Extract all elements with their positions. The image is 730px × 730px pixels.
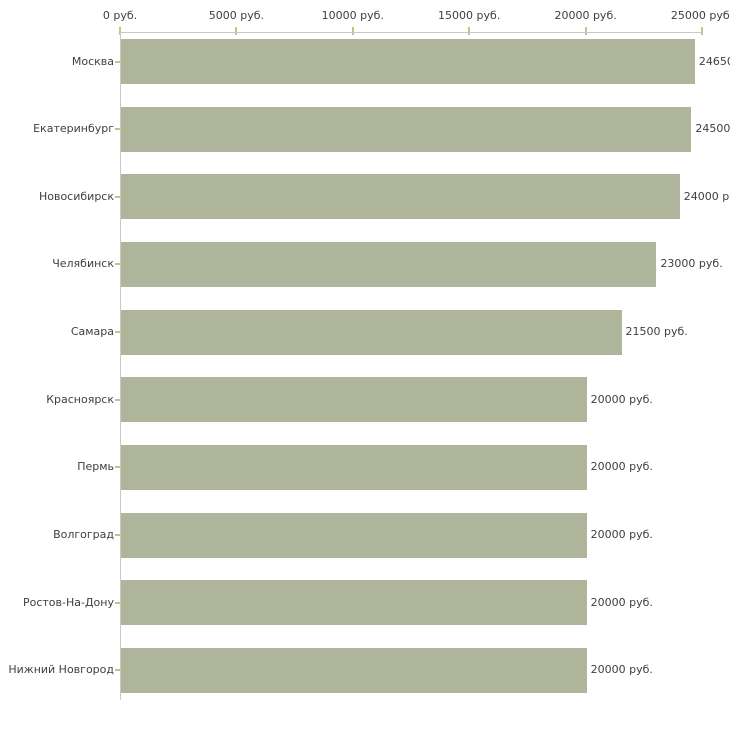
value-label: 21500 руб. [625, 325, 688, 339]
category-label: Москва [71, 54, 114, 68]
bar[interactable] [121, 39, 695, 84]
x-axis-tick [351, 27, 354, 35]
y-axis-tick [115, 195, 120, 198]
y-axis-tick [115, 263, 120, 266]
value-label: 20000 руб. [590, 392, 653, 406]
bar[interactable] [121, 444, 587, 490]
y-axis-tick [115, 466, 120, 469]
category-label: Волгоград [53, 528, 114, 542]
y-axis-line [120, 32, 121, 700]
value-label: 20000 руб. [590, 528, 653, 542]
category-label: Екатеринбург [33, 122, 114, 136]
category-label: Красноярск [46, 392, 114, 406]
category-label: Пермь [77, 460, 114, 474]
category-label: Самара [70, 325, 114, 339]
category-label: Новосибирск [38, 189, 114, 203]
y-axis-tick [115, 331, 120, 334]
value-label: 24650 руб. [698, 54, 730, 68]
bar[interactable] [121, 580, 587, 626]
x-axis-tick [119, 27, 121, 35]
y-axis-tick [115, 398, 120, 401]
y-axis-tick [115, 534, 120, 537]
x-axis-tick-label: 25000 руб. [670, 9, 730, 22]
value-label: 24000 руб. [683, 189, 730, 203]
bar[interactable] [121, 241, 657, 287]
x-axis-tick-label: 5000 руб. [208, 9, 265, 22]
x-axis-tick-label: 20000 руб. [554, 9, 617, 22]
bar[interactable] [121, 512, 587, 558]
y-axis-tick [115, 128, 120, 131]
y-axis-tick [115, 669, 120, 672]
category-label: Челябинск [52, 257, 114, 271]
x-axis-tick [235, 27, 238, 35]
x-axis-tick [584, 27, 587, 35]
value-label: 20000 руб. [590, 460, 653, 474]
x-axis-tick-label: 10000 руб. [321, 9, 384, 22]
bar[interactable] [121, 647, 587, 693]
value-label: 23000 руб. [660, 257, 723, 271]
bar[interactable] [121, 106, 692, 152]
x-axis-tick [468, 27, 471, 35]
y-axis-tick [115, 601, 120, 604]
bar[interactable] [121, 174, 680, 220]
bar[interactable] [121, 377, 587, 423]
y-axis-tick [115, 60, 120, 63]
x-axis-tick [701, 27, 703, 35]
x-axis-line [120, 32, 703, 33]
x-axis-tick-label: 0 руб. [102, 9, 138, 22]
x-axis-tick-label: 15000 руб. [438, 9, 501, 22]
category-label: Ростов-На-Дону [22, 595, 114, 609]
value-label: 20000 руб. [590, 595, 653, 609]
value-label: 20000 руб. [590, 663, 653, 677]
category-label: Нижний Новгород [8, 663, 114, 677]
value-label: 24500 руб. [695, 122, 730, 136]
bar[interactable] [121, 309, 622, 355]
